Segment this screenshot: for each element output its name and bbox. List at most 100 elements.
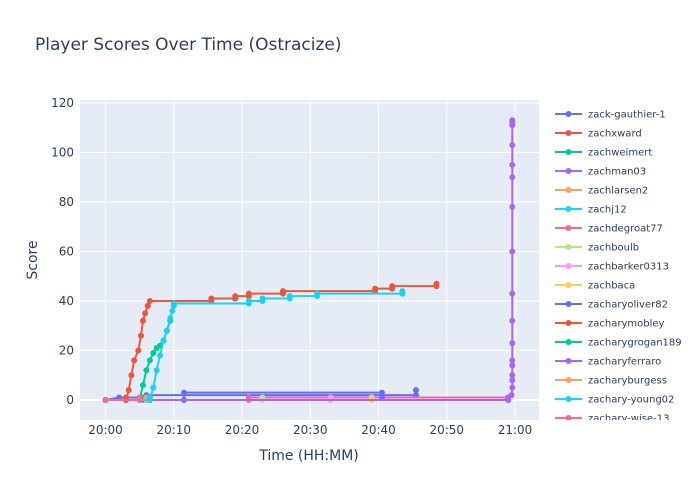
plot-area bbox=[80, 100, 539, 420]
data-point bbox=[140, 317, 146, 324]
data-point bbox=[153, 367, 160, 374]
legend-marker bbox=[565, 263, 572, 269]
data-point bbox=[146, 357, 153, 364]
legend: zack-gauthier-1 zachxward zachweimert zachm… bbox=[555, 110, 682, 425]
x-tick-label: 20:30 bbox=[293, 423, 328, 437]
legend-item[interactable]: zachbarker0313 bbox=[555, 262, 669, 273]
y-axis-title: Score bbox=[25, 240, 41, 279]
legend-item[interactable]: zacharyburgess bbox=[555, 376, 667, 387]
legend-marker bbox=[565, 301, 572, 307]
y-tick-label: 120 bbox=[51, 96, 74, 110]
series-zachman03 bbox=[102, 117, 516, 403]
legend-item[interactable]: zachdegroat77 bbox=[555, 224, 663, 235]
legend-item[interactable]: zachbaca bbox=[555, 281, 635, 292]
legend-label: zachbarker0313 bbox=[588, 262, 669, 273]
legend-label: zack-gauthier-1 bbox=[588, 110, 666, 121]
legend-item[interactable]: zachweimert bbox=[555, 148, 652, 159]
legend-label: zachboulb bbox=[588, 243, 639, 254]
legend-label: zacharyoliver82 bbox=[588, 300, 668, 311]
data-point bbox=[509, 174, 516, 181]
legend-item[interactable]: zachary-young02 bbox=[555, 395, 674, 406]
legend-marker bbox=[565, 206, 572, 212]
series-zachj12 bbox=[102, 288, 406, 403]
legend-item[interactable]: zacharygrogan189 bbox=[555, 338, 682, 349]
legend-label: zachary-wise-13 bbox=[588, 414, 669, 425]
data-point bbox=[399, 288, 406, 295]
x-axis-title: Time (HH:MM) bbox=[258, 448, 359, 464]
legend-marker bbox=[565, 225, 572, 231]
data-point bbox=[286, 293, 293, 300]
legend-item[interactable]: zacharymobley bbox=[555, 319, 665, 330]
data-point bbox=[146, 394, 153, 401]
legend-item[interactable]: zack-gauthier-1 bbox=[555, 110, 666, 121]
data-point bbox=[135, 347, 142, 354]
legend-item[interactable]: zachlarsen2 bbox=[555, 186, 648, 197]
legend-label: zachdegroat77 bbox=[588, 224, 663, 235]
data-point bbox=[169, 307, 176, 314]
data-point bbox=[509, 248, 516, 255]
legend-marker bbox=[565, 168, 572, 174]
data-point bbox=[509, 372, 516, 379]
data-point bbox=[509, 117, 516, 124]
x-tick-label: 20:50 bbox=[429, 423, 464, 437]
data-point bbox=[433, 280, 440, 287]
legend-item[interactable]: zachman03 bbox=[555, 167, 646, 178]
data-point bbox=[509, 161, 516, 168]
legend-item[interactable]: zachj12 bbox=[555, 205, 627, 216]
data-point bbox=[280, 288, 286, 295]
data-point bbox=[138, 332, 144, 339]
y-tick-label: 80 bbox=[59, 195, 74, 209]
data-point bbox=[259, 295, 266, 302]
data-point bbox=[181, 389, 187, 396]
data-point bbox=[163, 327, 170, 334]
legend-marker bbox=[565, 320, 572, 326]
data-point bbox=[128, 372, 135, 379]
legend-marker bbox=[565, 358, 572, 364]
x-tick-label: 20:20 bbox=[225, 423, 260, 437]
data-point bbox=[378, 389, 385, 396]
legend-label: zacharygrogan189 bbox=[588, 338, 682, 349]
y-tick-label: 40 bbox=[59, 294, 74, 308]
legend-label: zacharyburgess bbox=[588, 376, 667, 387]
data-point bbox=[509, 377, 516, 384]
y-tick-label: 60 bbox=[59, 245, 74, 259]
legend-label: zachman03 bbox=[588, 167, 646, 178]
legend-marker bbox=[565, 244, 572, 250]
legend-item[interactable]: zacharyoliver82 bbox=[555, 300, 668, 311]
data-point bbox=[150, 350, 157, 356]
data-point bbox=[509, 340, 516, 347]
data-point bbox=[170, 300, 177, 307]
data-point bbox=[102, 397, 109, 403]
data-point bbox=[509, 203, 516, 210]
legend-item[interactable]: zachary-wise-13 bbox=[555, 414, 669, 425]
x-tick-label: 20:40 bbox=[361, 423, 396, 437]
legend-marker bbox=[565, 339, 572, 345]
legend-item[interactable]: zachboulb bbox=[555, 243, 639, 254]
legend-item[interactable]: zacharyferraro bbox=[555, 357, 661, 368]
data-point bbox=[160, 337, 167, 344]
data-point bbox=[505, 394, 512, 401]
data-point bbox=[509, 362, 516, 369]
series-layer bbox=[102, 117, 516, 403]
data-point bbox=[143, 367, 150, 374]
series-zachary-wise-13 bbox=[102, 394, 143, 403]
legend-label: zacharyferraro bbox=[588, 357, 661, 368]
x-tick-label: 20:00 bbox=[88, 423, 123, 437]
legend-marker bbox=[565, 282, 572, 288]
data-point bbox=[136, 394, 143, 401]
x-tick-label: 21:00 bbox=[498, 423, 533, 437]
legend-label: zachxward bbox=[588, 129, 642, 140]
legend-label: zachary-young02 bbox=[588, 395, 674, 406]
data-point bbox=[131, 357, 138, 364]
y-tick-label: 0 bbox=[66, 393, 74, 407]
data-point bbox=[157, 352, 164, 359]
data-point bbox=[509, 142, 516, 149]
data-point bbox=[125, 387, 132, 394]
data-point bbox=[509, 357, 516, 364]
legend-item[interactable]: zachxward bbox=[555, 129, 642, 140]
legend-marker bbox=[565, 111, 572, 117]
data-point bbox=[245, 298, 252, 304]
data-point bbox=[372, 285, 379, 292]
legend-label: zachbaca bbox=[588, 281, 635, 292]
